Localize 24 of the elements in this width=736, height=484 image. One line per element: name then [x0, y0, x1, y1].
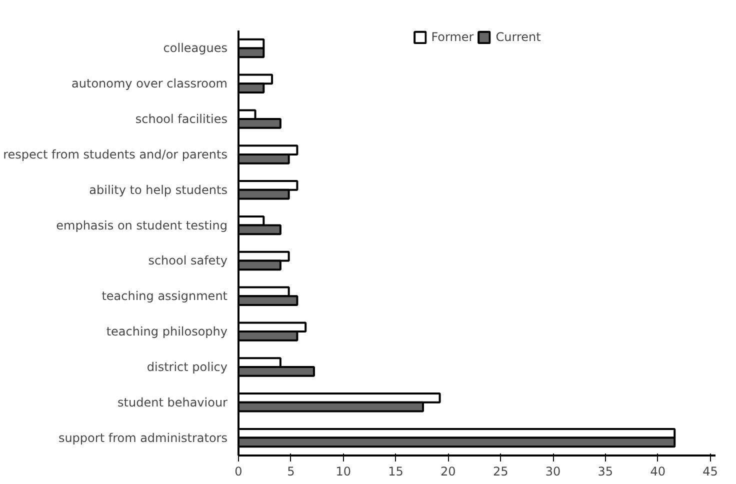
y-tick-label: emphasis on student testing	[56, 218, 228, 232]
legend-label: Current	[496, 30, 541, 44]
y-tick-label: ability to help students	[89, 182, 228, 197]
y-tick-label: student behaviour	[118, 395, 228, 410]
y-tick-label: autonomy over classroom	[72, 76, 228, 91]
x-tick-label: 0	[234, 464, 242, 478]
legend-label: Former	[431, 30, 474, 44]
y-tick-label: teaching assignment	[102, 289, 228, 304]
y-tick-label: support from administrators	[58, 430, 228, 445]
y-tick-label: school safety	[148, 254, 228, 268]
y-tick-label: district policy	[146, 360, 228, 374]
x-tick-label: 25	[492, 464, 508, 478]
x-tick-label: 30	[545, 464, 561, 478]
x-tick-label: 35	[598, 464, 614, 478]
x-tick-label: 45	[702, 464, 718, 478]
y-tick-label: school facilities	[135, 112, 228, 126]
x-tick-label: 40	[650, 464, 666, 478]
y-tick-label: teaching philosophy	[106, 324, 228, 339]
x-tick-label: 10	[336, 464, 351, 478]
y-tick-label: colleagues	[163, 41, 228, 56]
x-tick-label: 20	[440, 464, 456, 478]
x-tick-label: 5	[287, 464, 295, 478]
y-tick-label: respect from students and/or parents	[3, 147, 228, 162]
x-tick-label: 15	[388, 464, 404, 478]
